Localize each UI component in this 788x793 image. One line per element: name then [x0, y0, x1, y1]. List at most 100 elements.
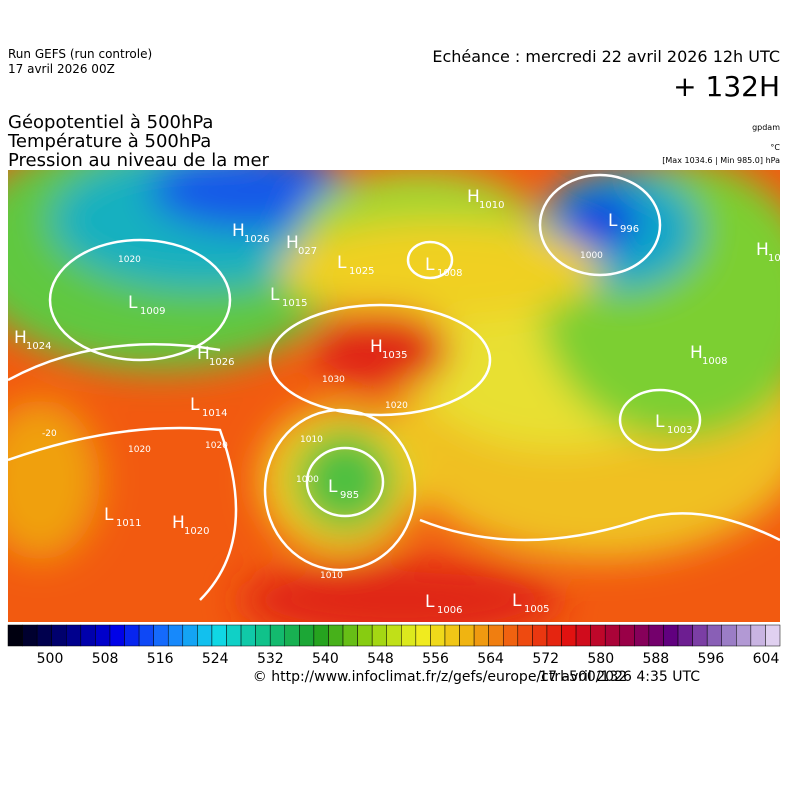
- colorbar-swatch: [444, 624, 460, 647]
- colorbar-swatch: [371, 624, 387, 647]
- colorbar-swatch: [517, 624, 533, 647]
- contour-label: -20: [42, 429, 57, 439]
- pressure-center-value: 1014: [202, 408, 227, 419]
- title: Géopotentiel à 500hPa: [8, 112, 213, 133]
- colorbar-swatch: [328, 624, 344, 647]
- colorbar-swatch: [634, 624, 650, 647]
- colorbar: 500 508 516 524 532 540 548 556 564 572 580 588 596 6…: [7, 624, 781, 667]
- colorbar-swatch: [51, 624, 67, 647]
- pressure-center-kind: L: [425, 255, 435, 275]
- footer-time: 17 avril 2026 4:35 UTC: [539, 669, 700, 685]
- colorbar-swatch: [138, 624, 154, 647]
- colorbar-label: 508: [92, 651, 119, 667]
- title: Température à 500hPa: [7, 131, 211, 152]
- colorbar-swatch: [211, 624, 227, 647]
- colorbar-swatch: [473, 624, 489, 647]
- colorbar-swatch: [80, 624, 96, 647]
- pressure-center-value: 1008: [437, 268, 462, 279]
- pressure-center-kind: L: [128, 293, 138, 313]
- colorbar-swatch: [401, 624, 417, 647]
- colorbar-swatch: [736, 624, 752, 647]
- pressure-center-value: 1020: [184, 526, 209, 537]
- colorbar-swatch: [386, 624, 402, 647]
- pressure-center-kind: L: [328, 477, 338, 497]
- colorbar-label: 564: [477, 651, 504, 667]
- pressure-center-kind: L: [270, 285, 280, 305]
- pressure-center-kind: H: [197, 344, 210, 364]
- colorbar-swatch: [153, 624, 169, 647]
- contour-label: 1000: [580, 251, 603, 261]
- pressure-center-value: 996: [620, 224, 639, 235]
- colorbar-swatch: [750, 624, 766, 647]
- colorbar-swatch: [590, 624, 606, 647]
- pressure-center-value: 1006: [437, 605, 462, 616]
- contour-label: 1000: [296, 475, 319, 485]
- colorbar-swatch: [692, 624, 708, 647]
- colorbar-swatch: [95, 624, 111, 647]
- map: [8, 170, 780, 622]
- colorbar-label: 548: [367, 651, 394, 667]
- pressure-center-kind: H: [370, 337, 383, 357]
- pressure-center-value: 1025: [349, 266, 374, 277]
- pressure-center-value: 1015: [282, 298, 307, 309]
- colorbar-swatch: [7, 624, 23, 647]
- colorbar-label: 596: [698, 651, 725, 667]
- pressure-center-value: 1035: [382, 350, 407, 361]
- pressure-center-kind: L: [337, 253, 347, 273]
- pressure-center-kind: H: [14, 328, 27, 348]
- lead-time: + 132H: [673, 70, 780, 103]
- pressure-center-kind: H: [756, 240, 769, 260]
- contour-label: 1010: [320, 571, 343, 581]
- pressure-center-value: 10: [768, 253, 781, 264]
- contour-label: 1020: [118, 255, 141, 265]
- pressure-center-kind: L: [512, 591, 522, 611]
- echeance: Echéance : mercredi 22 avril 2026 12h UT…: [432, 47, 780, 66]
- pressure-center-kind: H: [286, 233, 299, 253]
- pressure-center-kind: H: [467, 187, 480, 207]
- colorbar-swatch: [765, 624, 781, 647]
- colorbar-swatch: [459, 624, 475, 647]
- unit: °C: [770, 143, 780, 152]
- pressure-center-value: 985: [340, 490, 359, 501]
- pressure-center-value: 1009: [140, 306, 165, 317]
- colorbar-swatch: [255, 624, 271, 647]
- colorbar-swatch: [721, 624, 737, 647]
- pressure-center-value: 1008: [702, 356, 727, 367]
- colorbar-swatch: [109, 624, 125, 647]
- colorbar-swatch: [546, 624, 562, 647]
- pressure-center-kind: H: [172, 513, 185, 533]
- run-label: Run GEFS (run controle): [8, 47, 152, 61]
- colorbar-label: 604: [753, 651, 780, 667]
- pressure-center-kind: L: [608, 211, 618, 231]
- colorbar-label: 540: [312, 651, 339, 667]
- colorbar-label: 556: [422, 651, 449, 667]
- colorbar-swatch: [313, 624, 329, 647]
- pressure-center-kind: L: [190, 395, 200, 415]
- colorbar-swatch: [36, 624, 52, 647]
- footer-url: © http://www.infoclimat.fr/z/gefs/europe…: [253, 669, 627, 685]
- pressure-center-kind: H: [690, 343, 703, 363]
- pressure-center-kind: L: [425, 592, 435, 612]
- pressure-center-kind: L: [104, 505, 114, 525]
- pressure-center-value: 027: [298, 246, 317, 257]
- contour-label: 1020: [385, 401, 408, 411]
- colorbar-label: 500: [37, 651, 64, 667]
- colorbar-swatch: [619, 624, 635, 647]
- colorbar-swatch: [663, 624, 679, 647]
- run-date: 17 avril 2026 00Z: [8, 62, 115, 76]
- colorbar-swatch: [342, 624, 358, 647]
- pressure-center-value: 1026: [209, 357, 234, 368]
- colorbar-swatch: [299, 624, 315, 647]
- colorbar-label: 532: [257, 651, 284, 667]
- colorbar-swatch: [167, 624, 184, 647]
- colorbar-swatch: [648, 624, 664, 647]
- unit: [Max 1034.6 | Min 985.0] hPa: [662, 156, 780, 165]
- contour-label: 1020: [128, 445, 151, 455]
- pressure-center-value: 1010: [479, 200, 504, 211]
- colorbar-swatch: [197, 624, 213, 647]
- title: Pression au niveau de la mer: [8, 150, 270, 171]
- colorbar-swatch: [182, 624, 198, 647]
- colorbar-swatch: [488, 624, 504, 647]
- colorbar-swatch: [284, 624, 300, 647]
